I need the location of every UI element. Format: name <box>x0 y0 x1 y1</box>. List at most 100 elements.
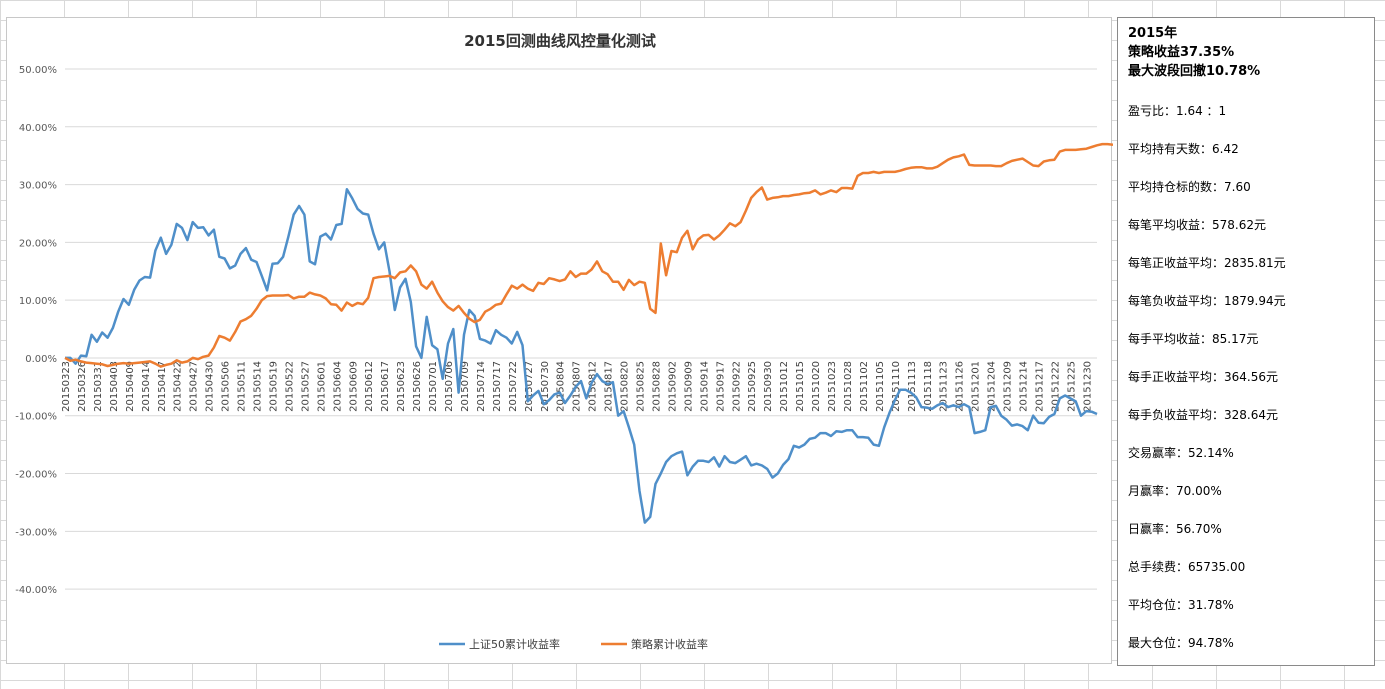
x-tick-label: 20151209 <box>1003 361 1014 412</box>
y-tick-label: -10.00% <box>15 412 57 423</box>
stats-strategy-return: 策略收益37.35% <box>1128 45 1235 60</box>
y-tick-label: 10.00% <box>19 296 57 307</box>
y-tick-label: 40.00% <box>19 123 57 134</box>
x-tick-label: 20150527 <box>300 361 311 412</box>
x-tick-label: 20150601 <box>316 361 327 412</box>
y-tick-label: 50.00% <box>19 65 57 76</box>
x-tick-label: 20150403 <box>109 361 120 412</box>
x-tick-label: 20150717 <box>492 361 503 412</box>
x-tick-label: 20151217 <box>1035 361 1046 412</box>
x-tick-label: 20151123 <box>939 361 950 412</box>
x-tick-label: 20150722 <box>508 361 519 412</box>
x-tick-label: 20150727 <box>524 361 535 412</box>
x-tick-label: 20150828 <box>652 361 663 412</box>
y-tick-label: -40.00% <box>15 585 57 596</box>
legend-label-1: 上证50累计收益率 <box>469 637 560 651</box>
x-tick-label: 20150519 <box>269 361 280 412</box>
series-line-2 <box>64 142 1113 368</box>
y-tick-label: 30.00% <box>19 181 57 192</box>
x-tick-label: 20150409 <box>125 361 136 412</box>
stat-row: 平均持仓标的数：7.60 <box>1128 180 1251 194</box>
stat-row: 盈亏比：1.64 ：1 <box>1128 104 1227 118</box>
x-tick-label: 20150331 <box>93 361 104 412</box>
chart-title: 2015回测曲线风控量化测试 <box>464 32 656 50</box>
x-tick-label: 20150326 <box>77 361 88 412</box>
x-tick-label: 20150925 <box>747 361 758 412</box>
x-tick-label: 20150623 <box>396 361 407 412</box>
chart-area: 2015回测曲线风控量化测试 50.00% 40.00% 30.00% 20.00% 1… <box>6 17 1113 664</box>
x-tick-label: 20151012 <box>779 361 790 412</box>
x-tick-label: 20151126 <box>955 361 966 412</box>
x-tick-label: 20151225 <box>1066 361 1077 412</box>
x-tick-label: 20151023 <box>827 361 838 412</box>
stats-max-drawdown: 最大波段回撤10.78% <box>1128 64 1261 79</box>
x-tick-label: 20151015 <box>795 361 806 412</box>
x-tick-label: 20150917 <box>715 361 726 412</box>
x-tick-label: 20151110 <box>891 361 902 412</box>
stat-row: 每笔正收益平均：2835.81元 <box>1128 256 1286 270</box>
x-tick-label: 20151230 <box>1082 361 1093 412</box>
x-tick-label: 20150417 <box>157 361 168 412</box>
x-tick-label: 20150323 <box>61 361 72 412</box>
stat-row: 每笔平均收益：578.62元 <box>1128 218 1266 232</box>
stat-row: 每手正收益平均：364.56元 <box>1128 370 1278 384</box>
x-tick-label: 20150922 <box>731 361 742 412</box>
x-tick-label: 20150930 <box>763 361 774 412</box>
x-tick-label: 20151113 <box>907 361 918 412</box>
x-tick-label: 20150714 <box>476 361 487 412</box>
x-tick-label: 20150511 <box>237 361 248 412</box>
x-tick-label: 20151201 <box>971 361 982 412</box>
x-tick-label: 20150612 <box>364 361 375 412</box>
y-tick-label: 20.00% <box>19 238 57 249</box>
x-tick-label: 20150817 <box>604 361 615 412</box>
x-tick-label: 20150701 <box>428 361 439 412</box>
stat-row: 总手续费：65735.00 <box>1128 560 1246 574</box>
y-tick-label: -20.00% <box>15 470 57 481</box>
legend-label-2: 策略累计收益率 <box>631 637 708 651</box>
x-tick-label: 20150514 <box>253 361 264 412</box>
x-tick-label: 20151214 <box>1019 361 1030 412</box>
x-tick-label: 20150902 <box>667 361 678 412</box>
x-tick-label: 20150609 <box>348 361 359 412</box>
x-tick-label: 20150626 <box>412 361 423 412</box>
stat-row: 每手负收益平均：328.64元 <box>1128 408 1278 422</box>
x-tick-label: 20151028 <box>843 361 854 412</box>
x-tick-label: 20151204 <box>987 361 998 412</box>
x-tick-label: 20150804 <box>556 361 567 412</box>
x-tick-label: 20151102 <box>859 361 870 412</box>
x-tick-label: 20150427 <box>189 361 200 412</box>
stat-row: 平均持有天数：6.42 <box>1128 142 1239 156</box>
stat-row: 每手平均收益：85.17元 <box>1128 332 1259 346</box>
x-tick-label: 20150617 <box>380 361 391 412</box>
stat-row: 平均仓位：31.78% <box>1128 598 1234 612</box>
x-tick-label: 20150430 <box>205 361 216 412</box>
x-tick-label: 20150914 <box>699 361 710 412</box>
x-tick-label: 20150709 <box>460 361 471 412</box>
x-tick-label: 20150414 <box>141 361 152 412</box>
stats-panel: 2015年 策略收益37.35% 最大波段回撤10.78% 盈亏比：1.64 ：… <box>1117 17 1375 666</box>
x-tick-label: 20150706 <box>444 361 455 412</box>
x-tick-label: 20150422 <box>173 361 184 412</box>
x-tick-label: 20150522 <box>284 361 295 412</box>
series-line-1 <box>65 187 1098 524</box>
x-tick-label: 20151105 <box>875 361 886 412</box>
line-chart: 2015回测曲线风控量化测试 50.00% 40.00% 30.00% 20.00% 1… <box>15 32 1113 651</box>
stat-row: 月赢率：70.00% <box>1128 484 1222 498</box>
y-tick-label: -30.00% <box>15 527 57 538</box>
stat-row: 每笔负收益平均：1879.94元 <box>1128 294 1286 308</box>
x-tick-label: 20151222 <box>1050 361 1061 412</box>
y-tick-label: 0.00% <box>25 354 57 365</box>
x-tick-label: 20150604 <box>332 361 343 412</box>
x-tick-label: 20150825 <box>636 361 647 412</box>
x-tick-label: 20150506 <box>221 361 232 412</box>
stat-row: 交易赢率：52.14% <box>1128 446 1234 460</box>
x-tick-label: 20150909 <box>683 361 694 412</box>
x-tick-label: 20151020 <box>811 361 822 412</box>
x-tick-label: 20150812 <box>588 361 599 412</box>
stats-year: 2015年 <box>1128 26 1178 41</box>
x-tick-label: 20151118 <box>923 361 934 412</box>
stat-row: 日赢率：56.70% <box>1128 522 1222 536</box>
x-tick-label: 20150820 <box>620 361 631 412</box>
x-tick-label: 20150730 <box>540 361 551 412</box>
stat-row: 最大仓位：94.78% <box>1128 636 1234 650</box>
